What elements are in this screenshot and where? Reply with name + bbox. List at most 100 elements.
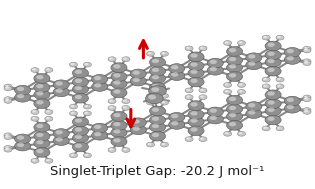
Circle shape	[71, 154, 74, 156]
Circle shape	[303, 61, 311, 66]
Circle shape	[113, 129, 121, 134]
Circle shape	[171, 114, 178, 118]
Circle shape	[185, 137, 193, 142]
Circle shape	[148, 94, 152, 96]
Circle shape	[152, 117, 159, 121]
Circle shape	[287, 105, 294, 109]
Circle shape	[265, 90, 281, 100]
Circle shape	[5, 99, 9, 101]
Circle shape	[146, 51, 155, 56]
Circle shape	[34, 139, 50, 148]
Circle shape	[31, 158, 39, 163]
Circle shape	[229, 73, 236, 77]
Circle shape	[199, 137, 207, 142]
Circle shape	[53, 87, 69, 97]
Circle shape	[108, 148, 116, 152]
Circle shape	[229, 48, 236, 52]
Circle shape	[224, 83, 232, 88]
Circle shape	[149, 115, 166, 125]
Circle shape	[188, 101, 204, 110]
Circle shape	[226, 121, 243, 130]
Circle shape	[152, 108, 159, 112]
Circle shape	[276, 77, 284, 82]
Circle shape	[123, 148, 127, 150]
Circle shape	[34, 122, 50, 132]
Circle shape	[190, 111, 198, 115]
Circle shape	[111, 121, 127, 130]
Circle shape	[246, 102, 262, 111]
Circle shape	[303, 95, 311, 100]
Circle shape	[5, 87, 9, 89]
Circle shape	[146, 93, 155, 98]
Circle shape	[304, 60, 308, 62]
Circle shape	[130, 69, 146, 79]
Circle shape	[94, 125, 101, 129]
Circle shape	[267, 43, 275, 47]
Circle shape	[109, 106, 113, 108]
Circle shape	[171, 65, 178, 70]
Circle shape	[36, 140, 43, 144]
Circle shape	[186, 95, 190, 98]
Circle shape	[188, 126, 204, 136]
Circle shape	[239, 90, 242, 92]
Circle shape	[36, 75, 43, 79]
Circle shape	[17, 143, 24, 147]
Circle shape	[72, 77, 89, 87]
Circle shape	[284, 103, 301, 113]
Circle shape	[303, 46, 311, 51]
Circle shape	[133, 78, 140, 82]
Circle shape	[72, 126, 89, 136]
Circle shape	[263, 36, 267, 38]
Circle shape	[229, 64, 236, 69]
Circle shape	[304, 49, 308, 51]
Circle shape	[188, 110, 204, 119]
Circle shape	[185, 88, 193, 93]
Circle shape	[152, 59, 159, 63]
Circle shape	[72, 117, 89, 127]
Circle shape	[303, 109, 311, 114]
Circle shape	[226, 56, 243, 65]
Circle shape	[84, 112, 88, 114]
Circle shape	[32, 68, 36, 70]
Circle shape	[169, 120, 185, 129]
Circle shape	[70, 153, 77, 158]
Circle shape	[160, 51, 169, 56]
Circle shape	[36, 124, 43, 128]
Circle shape	[277, 127, 281, 129]
Circle shape	[160, 142, 169, 147]
Circle shape	[4, 147, 12, 152]
Circle shape	[169, 71, 185, 81]
Circle shape	[160, 93, 169, 98]
Circle shape	[263, 85, 267, 87]
Circle shape	[277, 36, 281, 38]
Circle shape	[5, 135, 9, 138]
Circle shape	[34, 99, 50, 108]
Circle shape	[32, 159, 36, 161]
Circle shape	[200, 138, 204, 140]
Circle shape	[267, 59, 275, 63]
Circle shape	[303, 59, 311, 64]
Circle shape	[239, 83, 242, 85]
Circle shape	[265, 57, 281, 67]
Circle shape	[113, 138, 121, 143]
Circle shape	[108, 99, 116, 104]
Circle shape	[32, 117, 36, 119]
Circle shape	[207, 114, 223, 124]
Circle shape	[262, 77, 270, 82]
Circle shape	[265, 115, 281, 125]
Circle shape	[14, 141, 31, 151]
Circle shape	[267, 100, 275, 105]
Circle shape	[53, 129, 69, 138]
Circle shape	[190, 70, 198, 74]
Circle shape	[146, 93, 163, 104]
Circle shape	[152, 68, 159, 72]
Circle shape	[303, 48, 311, 53]
Circle shape	[14, 85, 31, 95]
Circle shape	[32, 110, 36, 112]
Circle shape	[265, 106, 281, 116]
Circle shape	[5, 146, 9, 148]
Circle shape	[71, 63, 74, 65]
Circle shape	[123, 106, 127, 108]
Circle shape	[188, 68, 204, 78]
Circle shape	[238, 41, 245, 45]
